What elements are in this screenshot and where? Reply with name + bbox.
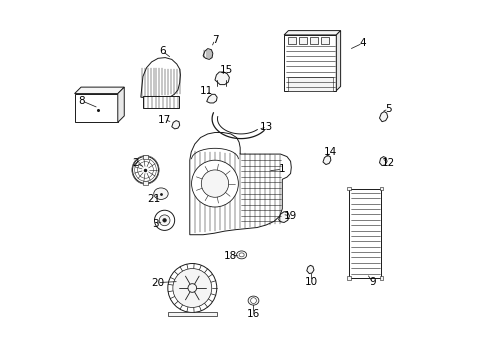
- Bar: [320, 37, 328, 44]
- Bar: [309, 37, 317, 44]
- Circle shape: [167, 264, 216, 312]
- Circle shape: [191, 160, 238, 207]
- Polygon shape: [206, 94, 217, 103]
- Bar: [142, 96, 179, 108]
- Polygon shape: [379, 112, 387, 122]
- Polygon shape: [171, 121, 179, 129]
- Circle shape: [187, 284, 196, 292]
- Bar: [142, 181, 148, 185]
- Text: 7: 7: [211, 35, 218, 45]
- Text: 6: 6: [159, 46, 165, 56]
- Ellipse shape: [132, 156, 158, 183]
- Polygon shape: [118, 87, 124, 122]
- Bar: [348, 189, 381, 278]
- Text: 5: 5: [385, 104, 391, 114]
- Text: 15: 15: [220, 65, 233, 75]
- Text: 17: 17: [158, 114, 171, 125]
- Text: 20: 20: [150, 278, 163, 288]
- Ellipse shape: [247, 296, 258, 305]
- Bar: [346, 187, 350, 190]
- Polygon shape: [189, 132, 291, 235]
- Polygon shape: [141, 58, 180, 99]
- Bar: [299, 37, 306, 44]
- Bar: [346, 276, 350, 280]
- Text: 2: 2: [132, 158, 139, 168]
- Polygon shape: [215, 72, 229, 85]
- Polygon shape: [75, 94, 118, 122]
- Circle shape: [163, 219, 166, 222]
- Text: 19: 19: [284, 211, 297, 221]
- Polygon shape: [379, 157, 386, 166]
- Polygon shape: [306, 265, 313, 274]
- Polygon shape: [75, 87, 124, 94]
- Text: 3: 3: [152, 219, 158, 229]
- Text: 12: 12: [381, 158, 394, 168]
- Text: 13: 13: [260, 122, 273, 132]
- Text: 1: 1: [279, 164, 285, 174]
- Text: 14: 14: [324, 147, 337, 157]
- Text: 18: 18: [224, 251, 237, 261]
- Text: 4: 4: [359, 38, 365, 48]
- Ellipse shape: [153, 188, 168, 199]
- Bar: [167, 312, 216, 316]
- Ellipse shape: [236, 251, 246, 259]
- Polygon shape: [336, 31, 340, 91]
- Circle shape: [159, 215, 170, 226]
- Text: 9: 9: [368, 276, 375, 287]
- Text: 21: 21: [147, 194, 160, 204]
- Text: 8: 8: [78, 96, 85, 106]
- Bar: [379, 187, 382, 190]
- Circle shape: [201, 170, 228, 197]
- Polygon shape: [203, 49, 212, 59]
- Bar: [284, 35, 336, 91]
- Bar: [142, 155, 148, 159]
- Polygon shape: [278, 212, 289, 222]
- Polygon shape: [284, 31, 340, 35]
- Text: 10: 10: [305, 276, 317, 287]
- Bar: [287, 77, 332, 91]
- Text: 16: 16: [246, 309, 260, 319]
- Circle shape: [154, 210, 174, 230]
- Circle shape: [250, 298, 256, 303]
- Bar: [379, 276, 382, 280]
- Polygon shape: [322, 156, 330, 165]
- Text: 11: 11: [199, 86, 213, 96]
- Circle shape: [172, 269, 211, 307]
- Ellipse shape: [239, 253, 244, 257]
- Bar: [288, 37, 296, 44]
